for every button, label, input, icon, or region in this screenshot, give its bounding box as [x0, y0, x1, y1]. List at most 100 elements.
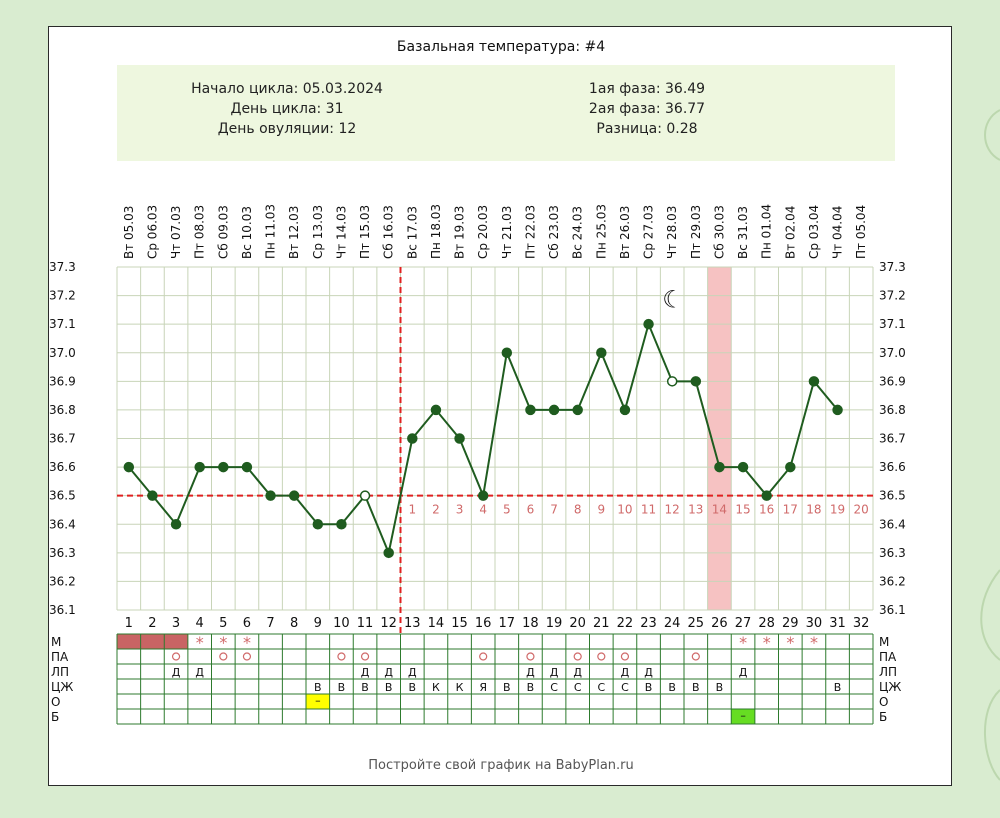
cycle-day-label: 11 [357, 616, 374, 631]
temperature-point [359, 490, 371, 501]
phase-day-label: 5 [503, 503, 511, 517]
y-tick-left: 37.1 [49, 317, 76, 331]
table-row-label-left: ЛП [51, 665, 69, 679]
cj-mark: В [385, 681, 393, 694]
phase-day-label: 3 [456, 503, 464, 517]
temperature-point [218, 461, 229, 473]
phase-day-label: 20 [854, 503, 869, 517]
date-label: Сб 30.03 [712, 205, 726, 259]
date-label: Пт 15.03 [358, 205, 372, 259]
y-tick-right: 36.5 [879, 489, 906, 503]
cycle-day-label: 5 [219, 616, 227, 631]
cj-mark: В [668, 681, 676, 694]
period-cell [140, 634, 165, 649]
cycle-day-label: 30 [806, 616, 823, 631]
temperature-point [430, 404, 442, 416]
background-swirl-decoration [980, 109, 1000, 781]
y-tick-right: 37.2 [879, 289, 906, 303]
y-tick-left: 36.5 [49, 489, 76, 503]
temperature-point [832, 404, 843, 416]
period-cell [117, 634, 141, 649]
cycle-day-label: 26 [711, 616, 728, 631]
cj-mark: С [621, 681, 629, 694]
pa-circle [620, 652, 630, 661]
cycle-day-label: 2 [148, 616, 156, 631]
date-label: Вт 12.03 [287, 206, 301, 259]
y-tick-left: 37.0 [49, 346, 76, 360]
date-label: Сб 09.03 [216, 205, 230, 259]
cycle-day-label: 20 [569, 616, 586, 631]
y-tick-right: 36.4 [879, 517, 906, 531]
cj-mark: С [597, 681, 605, 694]
y-tick-left: 36.1 [49, 603, 76, 617]
y-tick-left: 37.3 [49, 260, 76, 274]
b-mark: – [740, 709, 746, 722]
phase-day-label: 9 [597, 503, 605, 517]
temperature-point [147, 490, 158, 501]
cycle-day-text: День цикла: 31 [231, 101, 344, 117]
phase-day-label: 12 [665, 503, 680, 517]
pa-circle [337, 652, 346, 661]
m-star: * [219, 633, 227, 652]
y-tick-right: 37.0 [879, 346, 906, 360]
cycle-day-label: 22 [617, 616, 634, 631]
table-row-label-left: ПА [51, 650, 69, 664]
period-cell [164, 634, 188, 649]
cycle-day-label: 18 [522, 616, 539, 631]
date-label: Ср 27.03 [642, 205, 656, 259]
phase-day-label: 14 [712, 503, 727, 517]
phase-day-label: 19 [830, 503, 845, 517]
date-label: Пн 11.03 [264, 204, 278, 259]
cycle-day-label: 27 [735, 616, 752, 631]
m-star: * [763, 633, 771, 652]
cj-mark: В [409, 681, 417, 694]
cycle-start-text: Начало цикла: 05.03.2024 [191, 81, 383, 97]
table-row-label-left: ЦЖ [51, 680, 73, 694]
pa-circle [597, 652, 606, 661]
temperature-points: ☾ [123, 286, 843, 559]
table-row-label-right: М [879, 635, 889, 649]
y-tick-left: 36.6 [49, 460, 76, 474]
cj-mark: В [716, 681, 724, 694]
cj-mark: Я [479, 681, 487, 694]
y-tick-right: 36.8 [879, 403, 906, 417]
temperature-point [265, 490, 276, 501]
date-label: Чт 28.03 [665, 206, 679, 259]
lp-mark: Д [172, 666, 181, 679]
footer-text[interactable]: Постройте свой график на BabyPlan.ru [368, 758, 634, 773]
lp-mark: Д [526, 666, 535, 679]
cj-mark: В [692, 681, 700, 694]
date-label: Пт 29.03 [689, 205, 703, 259]
phase-day-label: 11 [641, 503, 656, 517]
y-tick-left: 36.7 [49, 432, 76, 446]
cycle-day-label: 3 [172, 616, 180, 631]
temperature-point [288, 490, 300, 501]
y-axis-ticks: 36.1 36.1 36.2 36.2 36.3 36.3 36.4 36.4 36.5 36.5… [49, 260, 906, 617]
temperature-point [312, 519, 324, 530]
lp-mark: Д [573, 666, 582, 679]
cycle-day-label: 4 [196, 616, 204, 631]
cycle-day-axis: 1 2 3 4 5 6 7 8 9 10 11 12 13 14 15 16 17 18 19 20 21 22 23 24 2… [125, 616, 870, 631]
date-label: Вс 24.03 [571, 206, 585, 259]
pa-circle [573, 652, 582, 661]
temperature-point [336, 519, 347, 530]
chart-title: Базальная температура: #4 [397, 39, 605, 55]
cj-mark: В [338, 681, 346, 694]
cycle-day-label: 32 [853, 616, 870, 631]
cycle-day-label: 7 [266, 616, 274, 631]
temperature-point [785, 461, 796, 473]
y-tick-right: 36.9 [879, 374, 906, 388]
date-label: Ср 06.03 [145, 205, 159, 259]
m-star: * [739, 633, 747, 652]
phase-day-label: 16 [759, 503, 774, 517]
lp-mark: Д [384, 666, 393, 679]
table-row-label-right: ЛП [879, 665, 897, 679]
lp-mark: Д [644, 666, 653, 679]
date-label: Вс 10.03 [240, 206, 254, 259]
date-label: Ср 20.03 [476, 205, 490, 259]
cycle-day-label: 16 [475, 616, 492, 631]
y-tick-right: 36.6 [879, 460, 906, 474]
date-labels: Вт 05.03 Ср 06.03 Чт 07.03 Пт 08.03 Сб 09.03… [122, 204, 868, 259]
reference-lines [117, 267, 873, 636]
